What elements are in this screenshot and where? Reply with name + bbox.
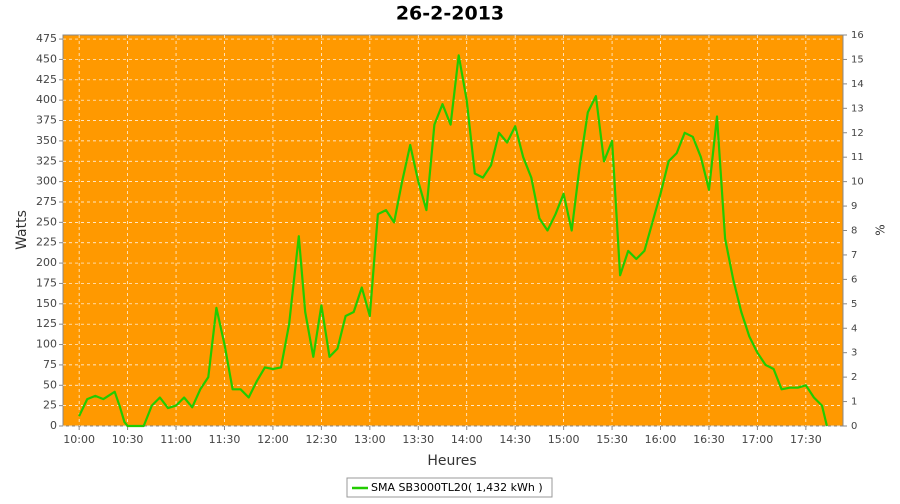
x-tick-label: 11:00 [160, 433, 192, 446]
y2-tick-label: 7 [851, 250, 857, 261]
chart-title: 26-2-2013 [396, 3, 504, 25]
y2-tick-label: 16 [851, 30, 864, 41]
y2-tick-label: 14 [851, 79, 864, 90]
y2-tick-label: 1 [851, 397, 857, 408]
y-tick-label: 200 [36, 256, 57, 269]
x-tick-label: 11:30 [209, 433, 241, 446]
x-tick-label: 12:00 [257, 433, 289, 446]
y-tick-label: 350 [36, 134, 57, 147]
y2-tick-label: 6 [851, 274, 857, 285]
y-tick-label: 475 [36, 32, 57, 45]
y-tick-label: 300 [36, 175, 57, 188]
y2-tick-label: 2 [851, 372, 857, 383]
x-tick-label: 13:00 [354, 433, 386, 446]
y2-tick-label: 10 [851, 177, 864, 188]
y-tick-label: 75 [43, 358, 57, 371]
legend-box [346, 477, 553, 498]
y2-tick-label: 12 [851, 128, 864, 139]
y2-axis-label: % [874, 224, 888, 235]
y2-tick-label: 8 [851, 226, 857, 237]
x-tick-label: 17:30 [790, 433, 822, 446]
x-tick-label: 10:00 [63, 433, 95, 446]
y2-tick-label: 4 [851, 323, 857, 334]
y-axis-label: Watts [14, 210, 30, 250]
y-tick-label: 375 [36, 114, 57, 127]
y-tick-label: 0 [50, 419, 57, 432]
y-tick-label: 325 [36, 154, 57, 167]
y2-tick-label: 5 [851, 299, 857, 310]
x-tick-label: 10:30 [112, 433, 144, 446]
y-tick-label: 150 [36, 297, 57, 310]
y-tick-label: 25 [43, 399, 57, 412]
x-tick-label: 13:30 [402, 433, 434, 446]
x-tick-label: 12:30 [306, 433, 338, 446]
x-tick-label: 17:00 [742, 433, 774, 446]
y2-tick-label: 9 [851, 201, 857, 212]
x-tick-label: 16:00 [645, 433, 677, 446]
series-line [78, 54, 828, 428]
x-tick-label: 15:00 [548, 433, 580, 446]
y2-tick-label: 13 [851, 103, 864, 114]
y-tick-label: 400 [36, 93, 57, 106]
y-tick-label: 275 [36, 195, 57, 208]
y2-tick-label: 3 [851, 348, 857, 359]
y-tick-label: 450 [36, 52, 57, 65]
y-tick-label: 125 [36, 317, 57, 330]
y-tick-label: 175 [36, 276, 57, 289]
legend-label: SMA SB3000TL20( 1,432 kWh ) [371, 481, 543, 494]
y2-tick-label: 11 [851, 152, 864, 163]
y-tick-label: 425 [36, 73, 57, 86]
x-tick-label: 15:30 [596, 433, 628, 446]
x-tick-label: 14:00 [451, 433, 483, 446]
y-tick-label: 50 [43, 378, 57, 391]
y2-tick-label: 15 [851, 54, 864, 65]
y-tick-label: 100 [36, 338, 57, 351]
x-tick-label: 16:30 [693, 433, 725, 446]
x-axis-label: Heures [427, 453, 476, 469]
x-tick-label: 14:30 [499, 433, 531, 446]
y-tick-label: 225 [36, 236, 57, 249]
y2-tick-label: 0 [851, 421, 857, 432]
plot-area [62, 34, 844, 427]
y-tick-label: 250 [36, 215, 57, 228]
